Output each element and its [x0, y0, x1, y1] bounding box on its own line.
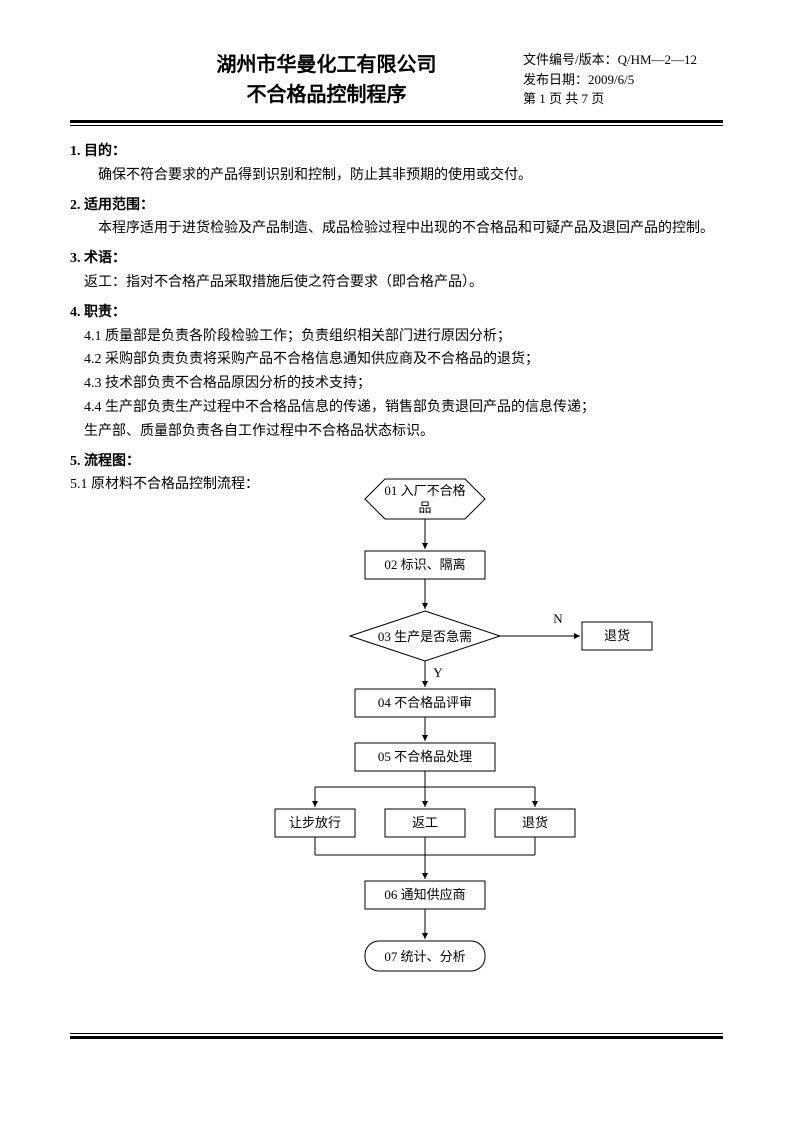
flow-node-04: 04 不合格品评审	[355, 695, 495, 712]
section-2-head: 2. 适用范围：	[70, 194, 723, 218]
section-4-3: 4.3 技术部负责不合格品原因分析的技术支持；	[70, 372, 723, 396]
title-block: 湖州市华曼化工有限公司 不合格品控制程序	[70, 50, 523, 110]
flow-label-y: Y	[428, 665, 448, 682]
section-3-head: 3. 术语：	[70, 247, 723, 271]
header-rule	[70, 120, 723, 126]
section-1-body: 确保不符合要求的产品得到识别和控制，防止其非预期的使用或交付。	[70, 164, 723, 188]
section-3-body: 返工：指对不合格产品采取措施后使之符合要求（即合格产品）。	[70, 271, 723, 295]
section-4-2: 4.2 采购部负责负责将采购产品不合格信息通知供应商及不合格品的退货；	[70, 348, 723, 372]
meta-code: 文件编号/版本：Q/HM—2—12	[523, 50, 723, 70]
flow-node-02: 02 标识、隔离	[365, 557, 485, 574]
flowchart-svg	[270, 469, 720, 1029]
company-name: 湖州市华曼化工有限公司	[130, 50, 523, 80]
flow-node-06: 06 通知供应商	[365, 887, 485, 904]
section-4-4: 4.4 生产部负责生产过程中不合格品信息的传递，销售部负责退回产品的信息传递；	[70, 396, 723, 420]
flow-node-05: 05 不合格品处理	[355, 749, 495, 766]
document-title: 不合格品控制程序	[130, 80, 523, 110]
flow-node-03: 03 生产是否急需	[350, 629, 500, 646]
section-5-1: 5.1 原材料不合格品控制流程：	[70, 473, 270, 1019]
section-2-body: 本程序适用于进货检验及产品制造、成品检验过程中出现的不合格品和可疑产品及退回产品…	[70, 217, 723, 241]
meta-block: 文件编号/版本：Q/HM—2—12 发布日期：2009/6/5 第 1 页 共 …	[523, 50, 723, 109]
meta-page: 第 1 页 共 7 页	[523, 89, 723, 109]
flowchart: 01 入厂不合格 品 02 标识、隔离 03 生产是否急需 Y N 退货 04 …	[270, 469, 723, 1019]
body-content: 1. 目的： 确保不符合要求的产品得到识别和控制，防止其非预期的使用或交付。 2…	[70, 140, 723, 1019]
flow-node-01: 01 入厂不合格 品	[365, 483, 485, 517]
footer-rule	[70, 1033, 723, 1039]
flow-opt-c: 退货	[495, 815, 575, 832]
flow-opt-a: 让步放行	[275, 815, 355, 832]
section-4-5: 生产部、质量部负责各自工作过程中不合格品状态标识。	[70, 420, 723, 444]
flow-node-return: 退货	[582, 628, 652, 645]
flow-node-07: 07 统计、分析	[365, 949, 485, 966]
section-1-head: 1. 目的：	[70, 140, 723, 164]
flow-opt-b: 返工	[385, 815, 465, 832]
document-header: 湖州市华曼化工有限公司 不合格品控制程序 文件编号/版本：Q/HM—2—12 发…	[70, 50, 723, 110]
section-4-1: 4.1 质量部是负责各阶段检验工作；负责组织相关部门进行原因分析；	[70, 325, 723, 349]
meta-date: 发布日期：2009/6/5	[523, 70, 723, 90]
flow-label-n: N	[548, 611, 568, 628]
section-4-head: 4. 职责：	[70, 301, 723, 325]
